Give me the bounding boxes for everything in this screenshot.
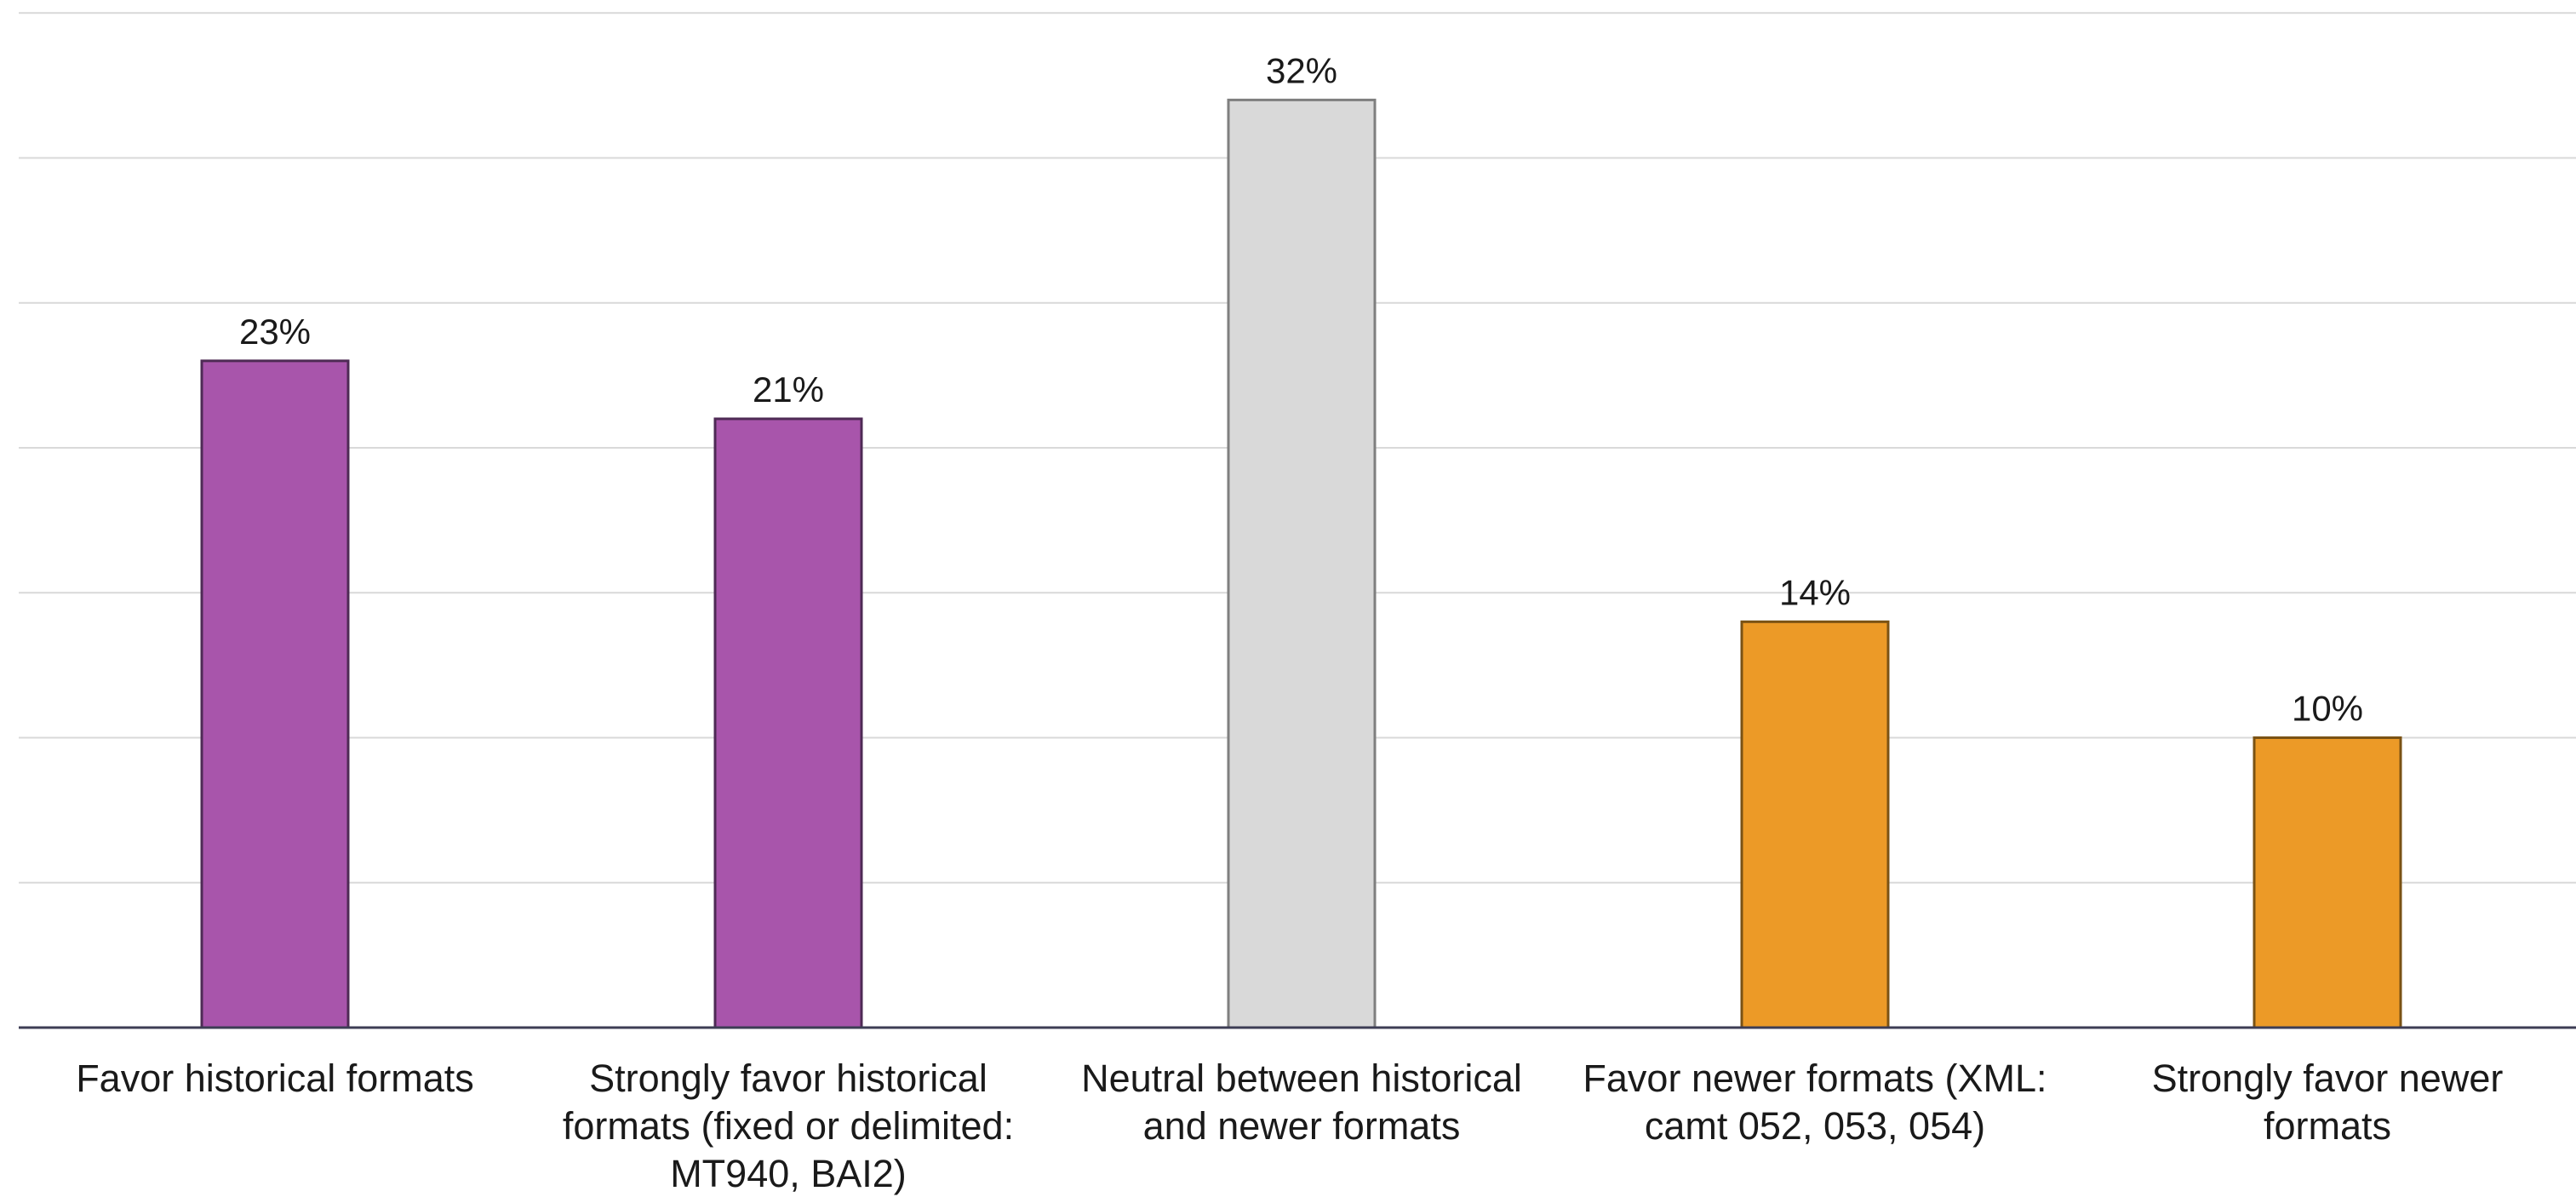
category-label-line: Favor historical formats	[76, 1057, 474, 1100]
category-label: Neutral between historical and newer form…	[1081, 1057, 1522, 1148]
data-label: 32%	[1266, 50, 1337, 90]
category-label-line: MT940, BAI2)	[670, 1152, 907, 1195]
data-label: 23%	[239, 312, 311, 352]
category-label-line: Favor newer formats (XML:	[1583, 1057, 2046, 1100]
category-label-line: camt 052, 053, 054)	[1645, 1104, 1985, 1148]
category-label-line: Strongly favor historical	[589, 1057, 987, 1100]
bar	[713, 417, 863, 1029]
category-label: Favor historical formats	[76, 1057, 474, 1100]
category-label: Strongly favor newer formats	[2152, 1057, 2504, 1148]
category-label-line: formats (fixed or delimited:	[563, 1104, 1014, 1148]
bars	[200, 98, 2402, 1029]
data-labels: 23% 21% 32% 14% 10%	[239, 50, 2363, 728]
category-label-line: and newer formats	[1143, 1104, 1461, 1148]
bar	[1227, 98, 1377, 1029]
data-label: 10%	[2292, 689, 2363, 729]
bar	[200, 359, 350, 1029]
bar	[1740, 620, 1890, 1029]
category-label-line: formats	[2264, 1104, 2391, 1148]
category-label: Strongly favor historical formats (fixed …	[563, 1057, 1014, 1195]
category-label: Favor newer formats (XML: camt 052, 053, …	[1583, 1057, 2046, 1148]
category-labels: Favor historical formats Strongly favor h…	[76, 1057, 2503, 1195]
category-label-line: Neutral between historical	[1081, 1057, 1522, 1100]
data-label: 21%	[753, 369, 824, 410]
data-label: 14%	[1779, 572, 1851, 612]
category-label-line: Strongly favor newer	[2152, 1057, 2504, 1100]
bar	[2253, 736, 2402, 1029]
